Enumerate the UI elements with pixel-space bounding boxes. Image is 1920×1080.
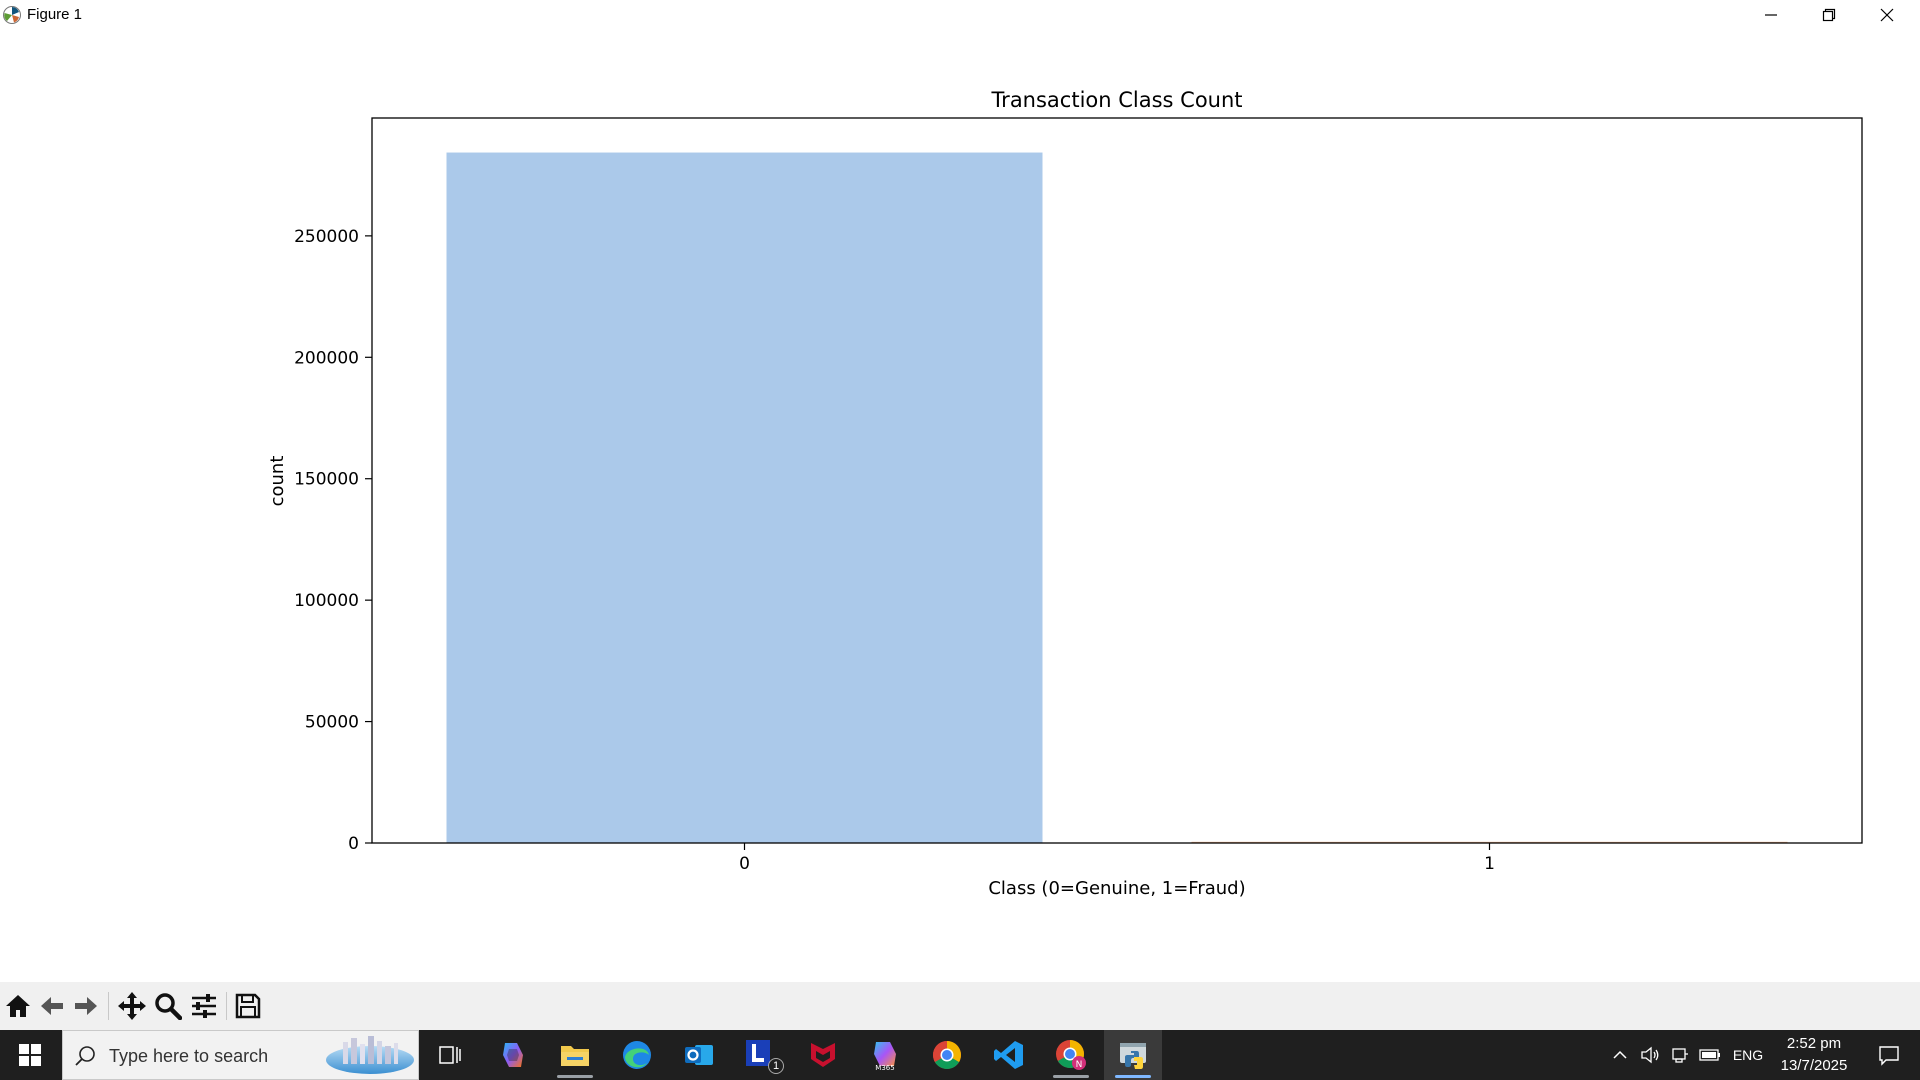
matplotlib-icon [3,6,21,24]
home-button[interactable] [2,990,34,1022]
taskbar-app-m365-copilot[interactable]: M365 [856,1030,914,1080]
taskbar-app-chrome[interactable] [918,1030,976,1080]
figure-canvas: Transaction Class Count 0 50000 100000 1500… [267,88,1863,899]
notification-icon [1879,1046,1899,1066]
file-explorer-icon [561,1046,589,1066]
y-axis-label: count [267,456,288,507]
save-button[interactable] [232,990,264,1022]
y-axis-ticks: 0 50000 100000 150000 200000 250000 [294,227,372,854]
vscode-icon [994,1041,1023,1069]
x-tick-label: 1 [1484,854,1495,874]
chevron-up-icon [1613,1050,1627,1059]
task-view-icon [439,1046,461,1064]
x-axis-label: Class (0=Genuine, 1=Fraud) [988,878,1245,899]
svg-text:M365: M365 [875,1064,894,1072]
language-indicator[interactable]: ENG [1728,1030,1768,1080]
forward-button[interactable] [70,990,102,1022]
zoom-icon [155,993,182,1020]
figure-window: Figure 1 Transaction Class Count 0 50000 1… [0,0,1920,1030]
title-bar: Figure 1 [0,0,1920,30]
clock-time: 2:52 pm [1786,1035,1842,1052]
back-icon [41,997,63,1015]
y-tick-label: 150000 [294,470,359,490]
y-tick-label: 50000 [305,713,359,733]
configure-subplots-icon [192,994,216,1018]
taskbar-app-mcafee[interactable] [794,1030,852,1080]
chart-title: Transaction Class Count [990,88,1242,112]
ethernet-icon [1672,1048,1688,1063]
search-highlight-icon [326,1036,414,1074]
minimize-button[interactable] [1742,0,1800,30]
clock-date: 13/7/2025 [1780,1057,1848,1074]
configure-subplots-button[interactable] [188,990,220,1022]
clock[interactable]: 2:52 pm 13/7/2025 [1764,1033,1864,1077]
taskbar-app-edge[interactable] [608,1030,666,1080]
y-tick-label: 250000 [294,227,359,247]
battery-icon [1699,1049,1720,1061]
taskbar-app-outlook[interactable] [670,1030,728,1080]
network-button[interactable] [1666,1030,1694,1080]
navigation-toolbar [0,982,1920,1030]
volume-icon [1641,1046,1659,1064]
restore-button[interactable] [1800,0,1858,30]
l-app-icon [746,1040,770,1066]
windows-logo-icon [19,1044,41,1066]
y-tick-label: 0 [348,834,359,854]
pan-button[interactable] [116,990,148,1022]
x-tick-label: 0 [739,854,750,874]
home-icon [6,995,30,1017]
search-input[interactable]: Type here to search [62,1030,419,1080]
search-placeholder: Type here to search [109,1046,269,1066]
taskbar-app-l[interactable]: 1 [732,1030,790,1080]
chrome-profile-icon: N [1056,1040,1086,1070]
edge-icon [623,1041,651,1069]
y-tick-label: 100000 [294,591,359,611]
running-indicator [1053,1075,1089,1078]
m365-copilot-icon: M365 [874,1042,896,1072]
close-icon [1880,8,1894,22]
taskbar-app-vscode[interactable] [980,1030,1038,1080]
plot-frame [371,117,1863,844]
start-button[interactable] [0,1030,60,1080]
toolbar-separator [226,992,227,1020]
language-label: ENG [1732,1047,1764,1063]
taskbar: Type here to search [0,1030,1920,1080]
python-icon [1120,1043,1146,1069]
show-hidden-icons-button[interactable] [1606,1030,1634,1080]
outlook-icon [685,1045,713,1065]
bar-class-0 [446,152,1043,843]
bars [446,152,1788,843]
save-icon [235,993,261,1019]
taskbar-app-chrome-profile[interactable]: N [1042,1030,1100,1080]
taskbar-app-python[interactable] [1104,1030,1162,1080]
volume-button[interactable] [1636,1030,1664,1080]
pan-icon [118,992,146,1020]
close-button[interactable] [1858,0,1916,30]
notification-badge: 1 [768,1058,784,1074]
task-view-button[interactable] [421,1030,479,1080]
forward-icon [75,997,97,1015]
notifications-button[interactable] [1864,1030,1914,1080]
search-icon [75,1046,95,1066]
svg-text:N: N [1076,1060,1083,1070]
mcafee-icon [811,1043,835,1067]
minimize-icon [1765,14,1777,16]
zoom-button[interactable] [152,990,184,1022]
battery-button[interactable] [1696,1030,1724,1080]
taskbar-app-file-explorer[interactable] [546,1030,604,1080]
back-button[interactable] [36,990,68,1022]
y-tick-label: 200000 [294,348,359,368]
running-indicator [557,1075,593,1078]
copilot-icon [503,1043,523,1067]
window-title: Figure 1 [27,6,83,23]
taskbar-app-copilot[interactable] [484,1030,542,1080]
chrome-icon [933,1041,961,1069]
toolbar-separator [108,992,109,1020]
restore-icon [1822,8,1836,22]
active-indicator [1115,1075,1151,1078]
